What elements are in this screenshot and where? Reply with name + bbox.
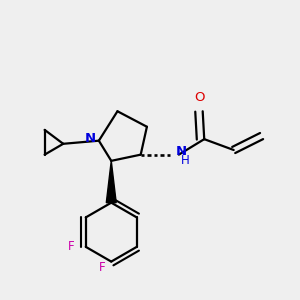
Text: F: F [99, 261, 106, 274]
Text: O: O [194, 92, 205, 104]
Polygon shape [106, 161, 116, 203]
Text: N: N [85, 132, 96, 145]
Text: H: H [181, 154, 190, 167]
Text: N: N [176, 145, 187, 158]
Text: F: F [68, 240, 74, 254]
